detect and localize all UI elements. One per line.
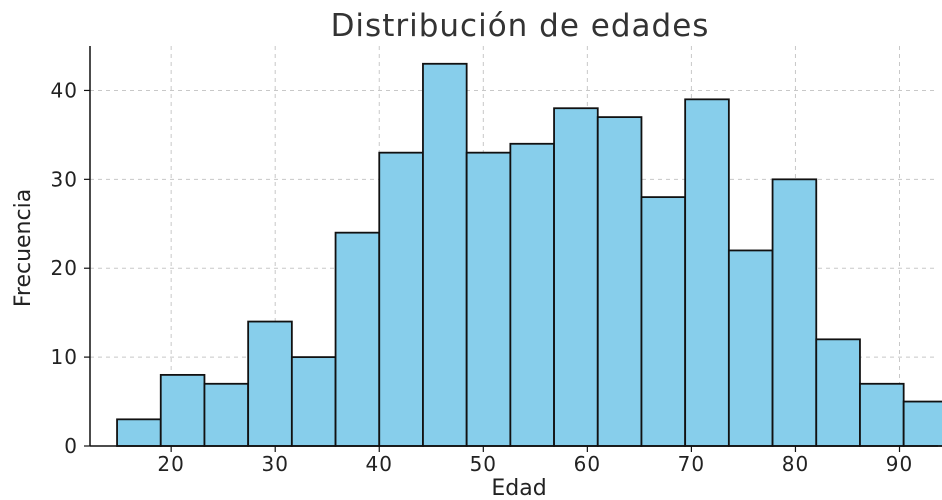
x-axis-label: Edad: [491, 476, 546, 500]
histogram-bar-13: [640, 196, 687, 447]
bars-layer: [116, 62, 942, 447]
x-tick-label: 80: [782, 452, 809, 476]
histogram-bar-12: [596, 116, 643, 447]
y-tick-label: 10: [51, 345, 78, 369]
chart-title: Distribución de edades: [331, 8, 710, 44]
histogram-bar-4: [247, 320, 293, 447]
y-tick-label: 20: [51, 256, 78, 280]
x-tick-label: 40: [366, 452, 393, 476]
x-tick-label: 50: [470, 452, 497, 476]
x-tick-label: 70: [678, 452, 705, 476]
histogram-bar-18: [859, 382, 905, 447]
histogram-bar-9: [465, 151, 512, 447]
histogram-bar-11: [553, 107, 599, 447]
histogram-bar-1: [116, 418, 162, 447]
axes-layer: [89, 46, 938, 447]
histogram-bar-2: [159, 373, 206, 447]
ticks-layer: 20 30 40 50 60 70 80 90 0 10 20 30 40: [51, 78, 913, 476]
y-tick-label: 30: [51, 167, 78, 191]
x-tick-label: 60: [574, 452, 601, 476]
histogram-bar-16: [771, 178, 818, 447]
x-tick-label: 90: [886, 452, 913, 476]
histogram-bar-10: [509, 142, 555, 447]
histogram-bar-15: [727, 249, 774, 447]
histogram-bar-19: [902, 400, 942, 447]
histogram-bar-3: [203, 382, 250, 447]
histogram-bar-6: [334, 231, 381, 447]
histogram-bar-8: [422, 62, 468, 447]
x-tick-label: 30: [261, 452, 288, 476]
x-tick-label: 20: [157, 452, 184, 476]
histogram-bar-7: [378, 151, 424, 447]
y-tick-label: 0: [64, 434, 78, 458]
histogram-bar-5: [290, 356, 337, 447]
histogram-bar-17: [815, 338, 861, 447]
y-tick-label: 40: [51, 78, 78, 102]
y-axis-label: Frecuencia: [11, 189, 36, 307]
histogram-bar-14: [684, 98, 730, 447]
